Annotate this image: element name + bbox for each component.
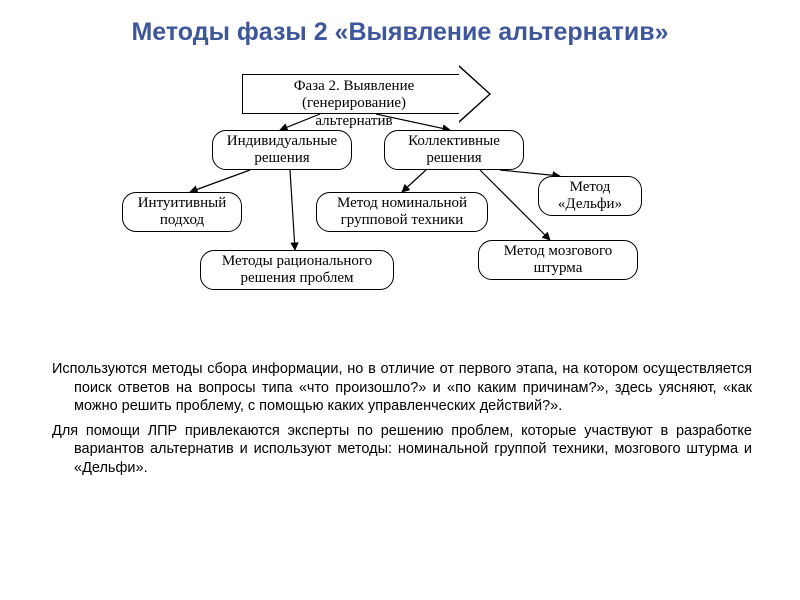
arrow-head [459, 67, 489, 121]
node-nom: Метод номинальнойгрупповой техники [316, 192, 488, 232]
edge-coll-nom [402, 170, 426, 192]
paragraph-2: Для помощи ЛПР привлекаются эксперты по … [52, 422, 752, 478]
node-intu: Интуитивныйподход [122, 192, 242, 232]
node-brain: Метод мозговогоштурма [478, 240, 638, 280]
paragraph-1: Используются методы сбора информации, но… [52, 360, 752, 416]
edge-ind-rat [290, 170, 295, 250]
node-rat: Методы рациональногорешения проблем [200, 250, 394, 290]
edge-ind-intu [190, 170, 250, 192]
phase-arrow-label: Фаза 2. Выявление (генерирование)альтерн… [254, 78, 454, 130]
description-text: Используются методы сбора информации, но… [52, 360, 752, 483]
node-delphi: Метод«Дельфи» [538, 176, 642, 216]
node-ind: Индивидуальныерешения [212, 130, 352, 170]
page-title: Методы фазы 2 «Выявление альтернатив» [0, 18, 800, 47]
node-coll: Коллективныерешения [384, 130, 524, 170]
diagram-container: Фаза 2. Выявление (генерирование)альтерн… [120, 70, 680, 340]
